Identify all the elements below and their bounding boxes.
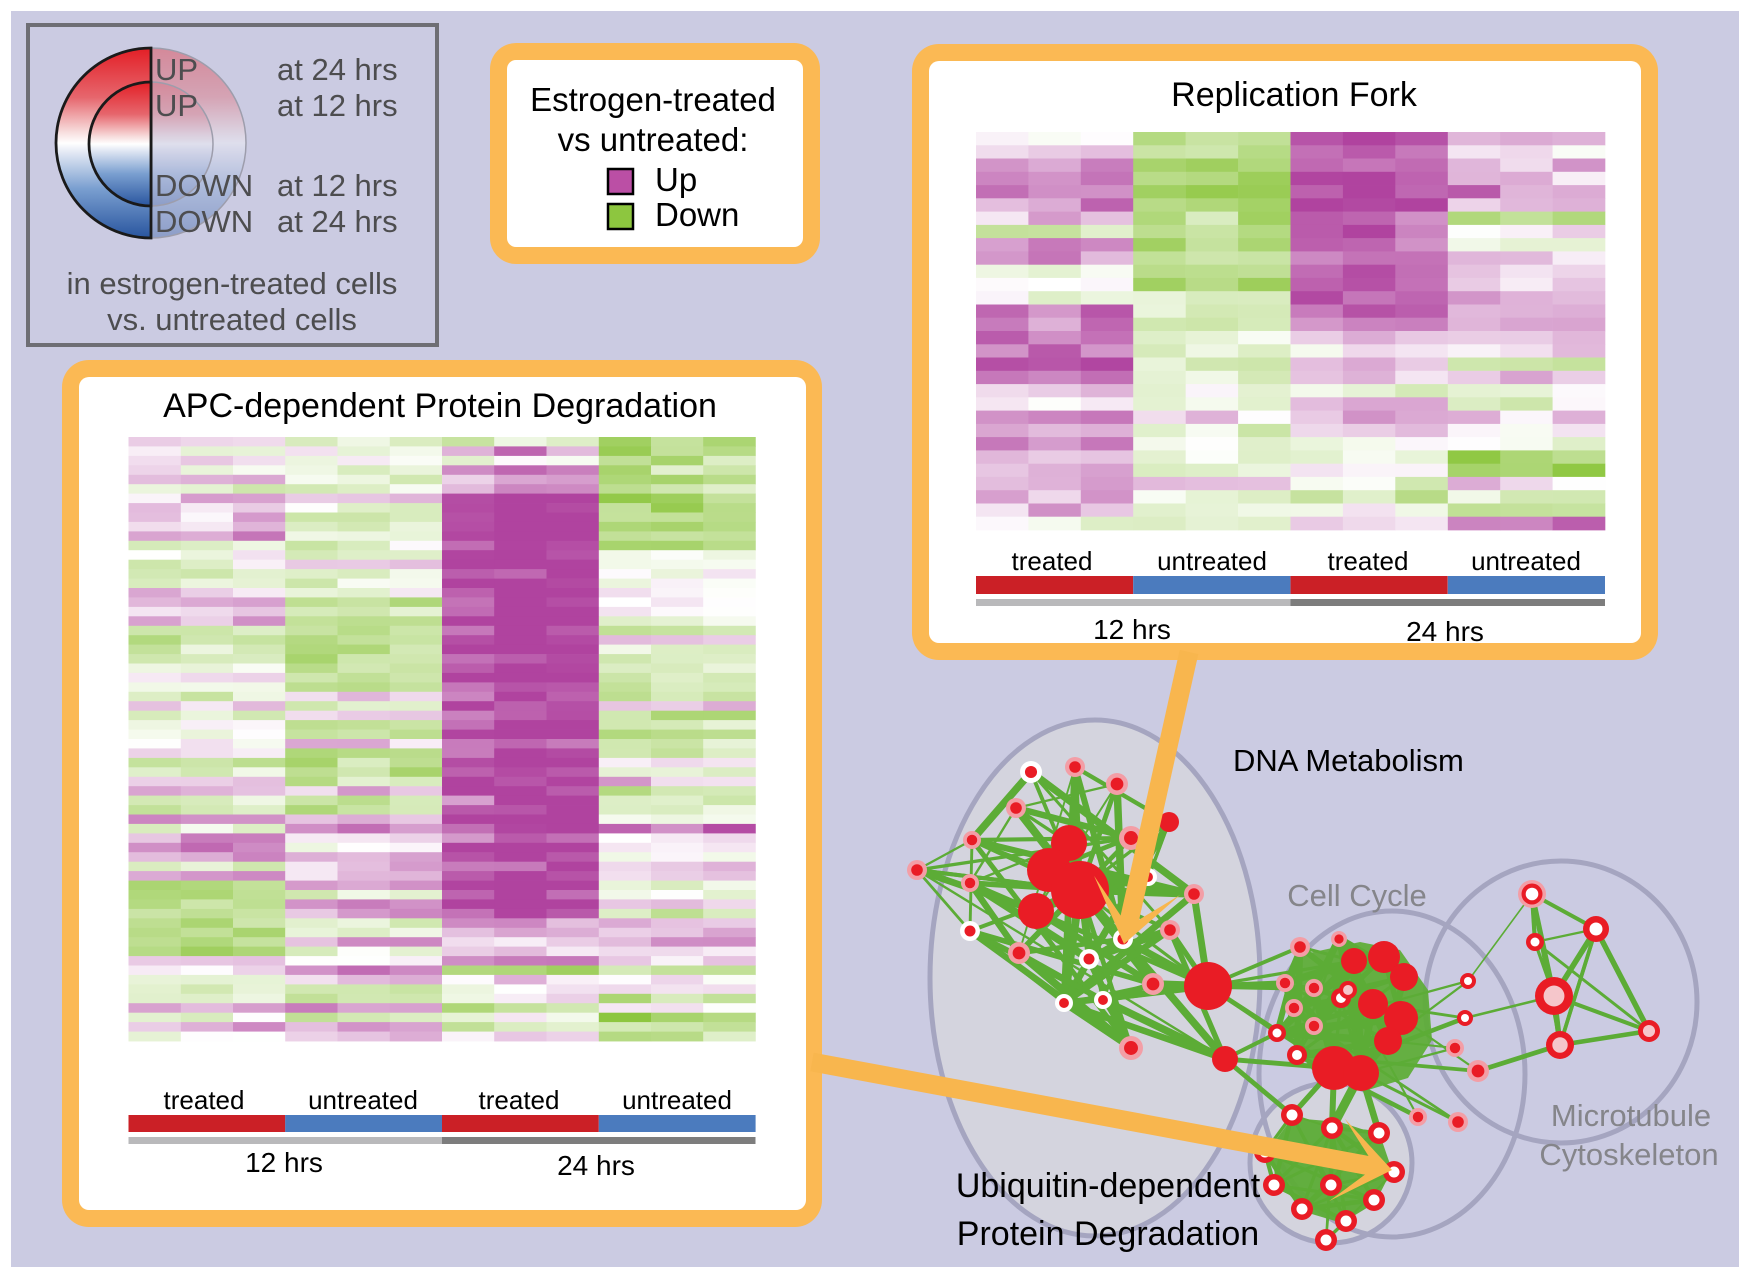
svg-text:untreated: untreated	[1471, 546, 1581, 576]
svg-text:vs. untreated cells: vs. untreated cells	[107, 302, 357, 337]
svg-text:24 hrs: 24 hrs	[1406, 616, 1484, 647]
svg-text:UP: UP	[155, 52, 198, 87]
svg-text:Replication Fork: Replication Fork	[1171, 76, 1418, 114]
svg-text:24 hrs: 24 hrs	[557, 1150, 635, 1181]
svg-text:vs untreated:: vs untreated:	[558, 121, 749, 158]
svg-text:Down: Down	[655, 196, 739, 233]
svg-text:Microtubule: Microtubule	[1551, 1098, 1711, 1133]
svg-text:APC-dependent Protein Degradat: APC-dependent Protein Degradation	[163, 387, 717, 425]
svg-text:at 24 hrs: at 24 hrs	[277, 52, 398, 87]
svg-text:12 hrs: 12 hrs	[245, 1147, 323, 1178]
svg-text:treated: treated	[479, 1085, 560, 1115]
svg-text:Estrogen-treated: Estrogen-treated	[530, 81, 776, 118]
svg-text:untreated: untreated	[308, 1085, 418, 1115]
svg-text:at 12 hrs: at 12 hrs	[277, 168, 398, 203]
svg-text:in estrogen-treated cells: in estrogen-treated cells	[67, 266, 398, 301]
svg-text:untreated: untreated	[1157, 546, 1267, 576]
svg-text:treated: treated	[1328, 546, 1409, 576]
svg-text:treated: treated	[164, 1085, 245, 1115]
svg-text:treated: treated	[1012, 546, 1093, 576]
svg-text:UP: UP	[155, 88, 198, 123]
svg-text:12 hrs: 12 hrs	[1093, 614, 1171, 645]
svg-text:Ubiquitin-dependent: Ubiquitin-dependent	[956, 1167, 1261, 1205]
svg-text:at 12 hrs: at 12 hrs	[277, 88, 398, 123]
svg-text:untreated: untreated	[622, 1085, 732, 1115]
svg-text:DNA Metabolism: DNA Metabolism	[1233, 743, 1464, 778]
svg-text:Cell Cycle: Cell Cycle	[1287, 878, 1427, 913]
svg-text:Cytoskeleton: Cytoskeleton	[1539, 1137, 1718, 1172]
svg-text:Protein Degradation: Protein Degradation	[957, 1215, 1259, 1253]
svg-text:DOWN: DOWN	[155, 204, 253, 239]
svg-text:Up: Up	[655, 161, 697, 198]
svg-text:DOWN: DOWN	[155, 168, 253, 203]
svg-text:at 24 hrs: at 24 hrs	[277, 204, 398, 239]
